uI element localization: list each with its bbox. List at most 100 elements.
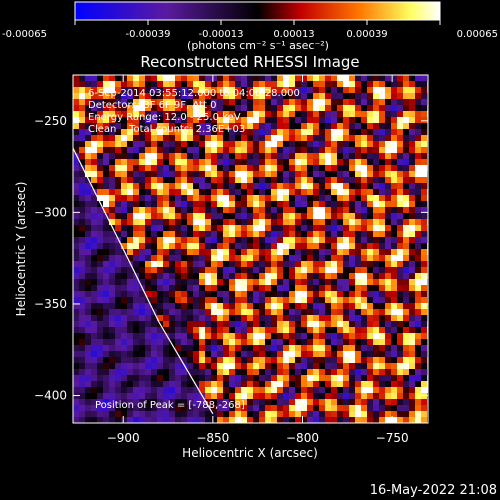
heatmap-cell [79,183,85,189]
heatmap-cell [205,135,211,141]
heatmap-cell [241,93,247,99]
heatmap-cell [349,261,355,267]
heatmap-cell [403,99,409,105]
heatmap-cell [331,333,337,339]
heatmap-cell [133,267,139,273]
heatmap-cell [139,339,145,345]
heatmap-cell [109,243,115,249]
heatmap-cell [385,291,391,297]
heatmap-cell [127,399,133,405]
heatmap-cell [211,291,217,297]
heatmap-cell [379,411,385,417]
heatmap-cell [217,207,223,213]
heatmap-cell [283,381,289,387]
heatmap-cell [121,255,127,261]
heatmap-cell [289,291,295,297]
heatmap-cell [247,213,253,219]
heatmap-cell [139,219,145,225]
heatmap-cell [91,201,97,207]
heatmap-cell [211,165,217,171]
heatmap-cell [139,141,145,147]
heatmap-cell [79,219,85,225]
heatmap-cell [331,261,337,267]
heatmap-cell [241,141,247,147]
heatmap-cell [139,249,145,255]
heatmap-cell [343,207,349,213]
heatmap-cell [385,297,391,303]
heatmap-cell [247,267,253,273]
heatmap-cell [109,201,115,207]
heatmap-cell [301,405,307,411]
heatmap-cell [181,117,187,123]
heatmap-cell [397,177,403,183]
heatmap-cell [301,117,307,123]
heatmap-cell [127,171,133,177]
heatmap-cell [121,231,127,237]
heatmap-cell [103,255,109,261]
heatmap-cell [355,195,361,201]
heatmap-cell [355,177,361,183]
heatmap-cell [115,261,121,267]
heatmap-cell [271,411,277,417]
heatmap-cell [289,309,295,315]
heatmap-cell [319,195,325,201]
heatmap-cell [355,159,361,165]
heatmap-cell [373,303,379,309]
heatmap-cell [361,345,367,351]
heatmap-cell [397,183,403,189]
heatmap-cell [349,285,355,291]
heatmap-cell [181,243,187,249]
heatmap-cell [193,303,199,309]
heatmap-cell [373,387,379,393]
heatmap-cell [223,375,229,381]
heatmap-cell [103,315,109,321]
heatmap-cell [217,117,223,123]
heatmap-cell [103,207,109,213]
heatmap-cell [421,147,427,153]
heatmap-cell [85,273,91,279]
heatmap-cell [319,393,325,399]
heatmap-cell [373,309,379,315]
heatmap-cell [97,171,103,177]
heatmap-cell [163,177,169,183]
heatmap-cell [229,75,235,81]
heatmap-cell [403,279,409,285]
heatmap-cell [229,165,235,171]
heatmap-cell [271,129,277,135]
heatmap-cell [295,201,301,207]
heatmap-cell [163,201,169,207]
heatmap-cell [283,327,289,333]
heatmap-cell [271,261,277,267]
heatmap-cell [349,75,355,81]
heatmap-cell [103,351,109,357]
heatmap-cell [211,171,217,177]
heatmap-cell [157,123,163,129]
heatmap-cell [295,333,301,339]
heatmap-cell [295,339,301,345]
heatmap-cell [187,243,193,249]
heatmap-cell [133,303,139,309]
heatmap-cell [331,339,337,345]
heatmap-cell [163,285,169,291]
heatmap-cell [97,243,103,249]
heatmap-cell [193,411,199,417]
heatmap-cell [181,411,187,417]
heatmap-cell [301,159,307,165]
heatmap-cell [301,219,307,225]
heatmap-cell [277,195,283,201]
heatmap-cell [145,129,151,135]
heatmap-cell [409,213,415,219]
heatmap-cell [121,195,127,201]
heatmap-cell [187,93,193,99]
heatmap-cell [127,333,133,339]
heatmap-cell [265,375,271,381]
heatmap-cell [193,417,199,423]
heatmap-cell [397,117,403,123]
heatmap-cell [277,417,283,423]
heatmap-cell [355,369,361,375]
heatmap-cell [211,285,217,291]
heatmap-cell [331,183,337,189]
heatmap-cell [199,99,205,105]
heatmap-cell [379,183,385,189]
heatmap-cell [337,285,343,291]
